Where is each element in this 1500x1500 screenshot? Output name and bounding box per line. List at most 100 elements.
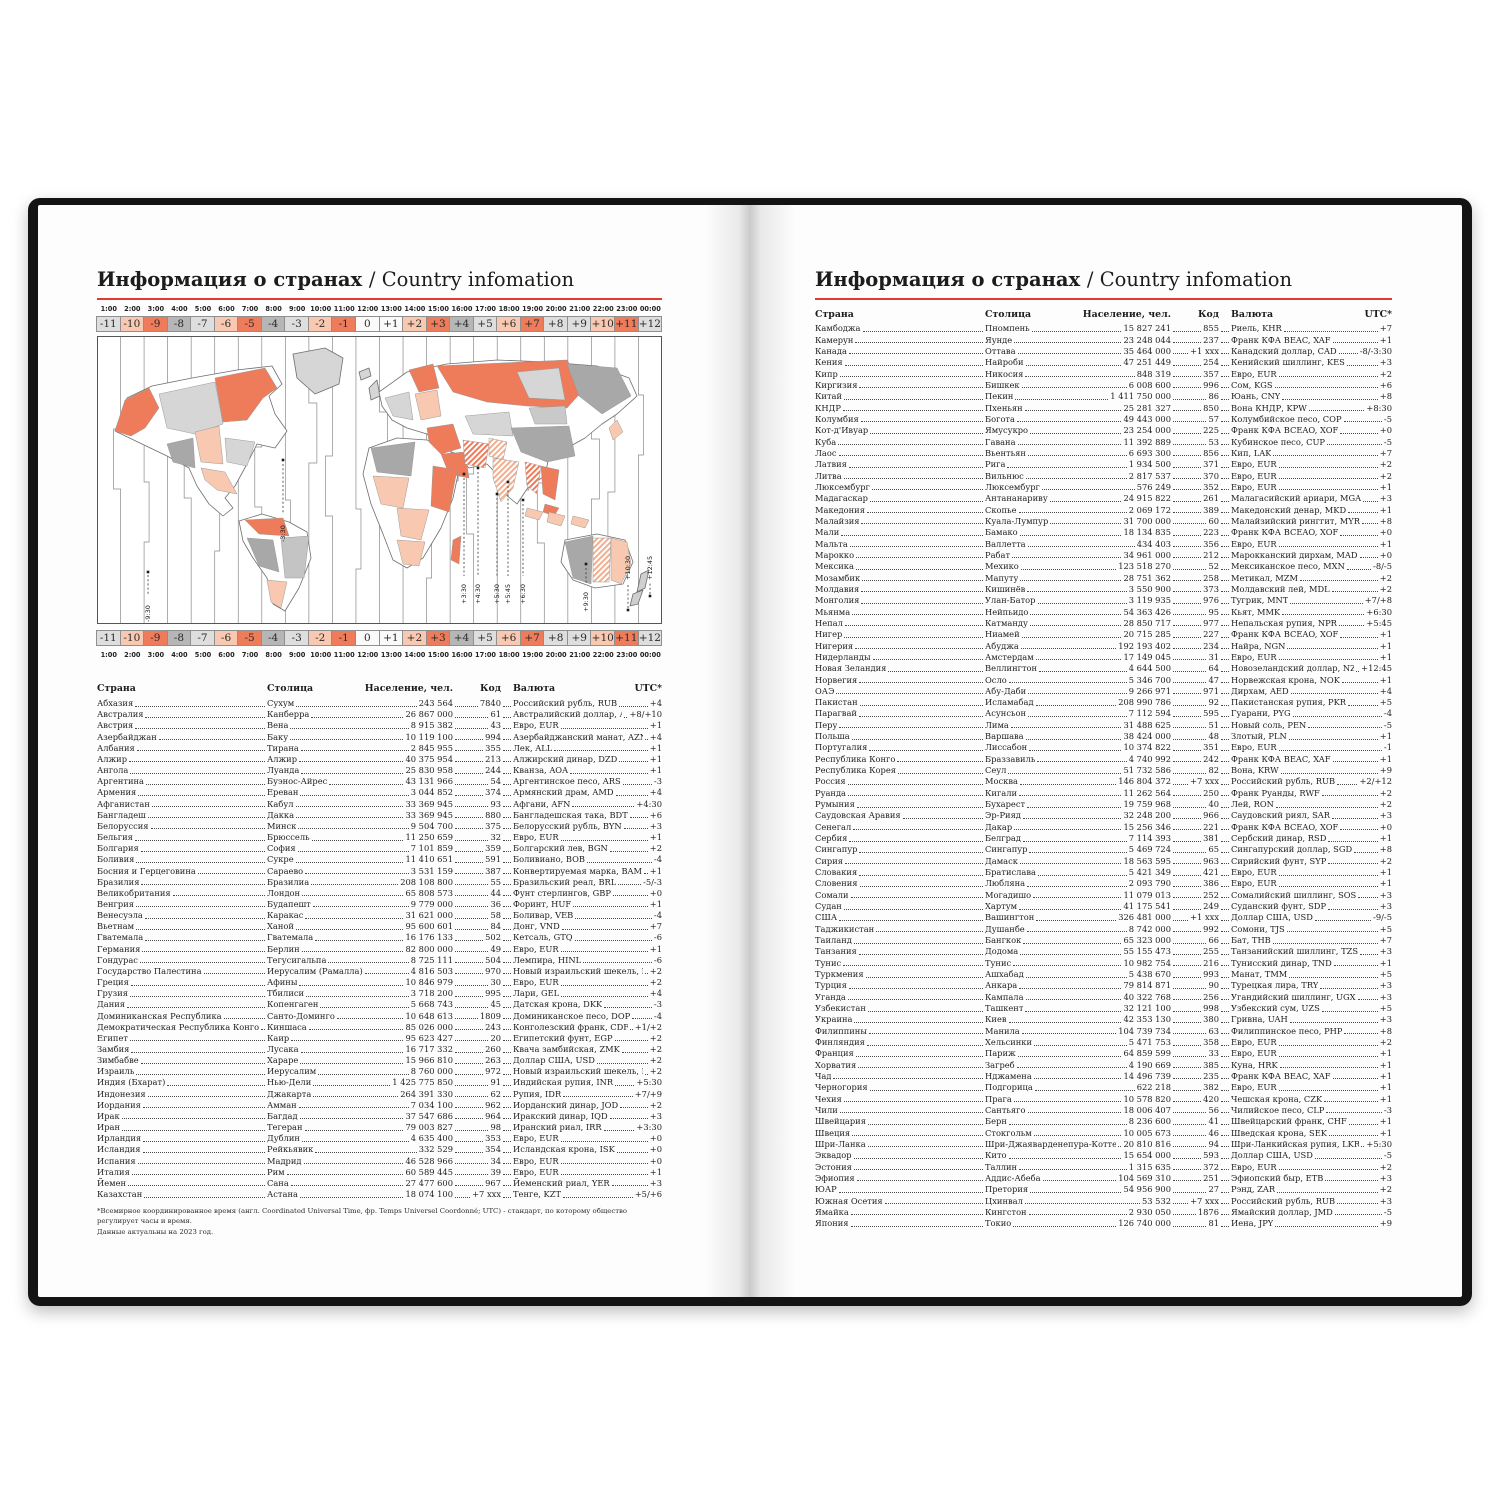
- timezone-cell: +11: [614, 630, 639, 646]
- time-label: 9:00: [288, 305, 306, 313]
- population-value: 2 845 955: [410, 742, 453, 753]
- country-name: Болгария: [97, 843, 139, 854]
- capital-name: Лондон: [267, 887, 301, 898]
- dot-leader: [1173, 749, 1202, 751]
- capital-name: Тегеран: [267, 1122, 303, 1133]
- dot-leader: [1173, 1135, 1207, 1137]
- dot-leader: [1173, 580, 1202, 582]
- currency-name: Евро, EUR: [1231, 470, 1277, 481]
- header-capital: Столица: [267, 683, 314, 694]
- dot-leader: [297, 850, 409, 852]
- phone-code: 52: [1208, 561, 1219, 572]
- population-value: 18 563 595: [1123, 855, 1171, 866]
- dot-leader: [1329, 1135, 1378, 1137]
- dot-leader: [1017, 444, 1122, 446]
- country-rows-left: Абхазия Сухум 243 564 7840 Российский руб…: [97, 697, 662, 1199]
- timezone-cell: +10: [590, 316, 616, 332]
- population-value: 326 481 000: [1118, 912, 1171, 923]
- population-value: 7 112 594: [1128, 708, 1171, 719]
- country-name: Государство Палестина: [97, 965, 202, 976]
- table-row: Черногория Подгорица 622 218 382 Евро, EU…: [815, 1081, 1392, 1092]
- dot-leader: [1278, 749, 1382, 751]
- phone-code: 47: [1208, 674, 1219, 685]
- dot-leader: [503, 1006, 511, 1008]
- population-value: 51 732 586: [1123, 765, 1171, 776]
- dot-leader: [1221, 704, 1229, 706]
- time-label: 21:00: [569, 305, 591, 313]
- currency-name: Фунт стерлингов, GBP: [513, 887, 611, 898]
- dot-leader: [135, 906, 265, 908]
- dot-leader: [455, 1107, 484, 1109]
- currency-name: Российский рубль, RUB: [1231, 1195, 1336, 1206]
- dot-leader: [841, 534, 983, 536]
- dot-leader: [130, 772, 265, 774]
- phone-code: 55: [490, 876, 501, 887]
- dot-leader: [295, 861, 404, 863]
- currency-name: Доллар США, USD: [513, 1055, 595, 1066]
- table-row: Марокко Рабат 34 961 000 212 Марокканский…: [815, 549, 1392, 560]
- dot-leader: [1283, 330, 1378, 332]
- dot-leader: [1221, 987, 1229, 989]
- dot-leader: [1173, 546, 1202, 548]
- dot-leader: [1173, 591, 1202, 593]
- country-name: Чили: [815, 1104, 838, 1115]
- utc-offset: +6: [1379, 379, 1392, 390]
- time-label: 12:00: [357, 305, 379, 313]
- country-name: Нигер: [815, 629, 843, 640]
- dot-leader: [1173, 342, 1202, 344]
- timezone-cell: -5: [237, 630, 262, 646]
- dot-leader: [1025, 364, 1122, 366]
- dot-leader: [503, 1196, 511, 1198]
- currency-name: Боливиано, BOB: [513, 854, 585, 865]
- dot-leader: [503, 1062, 511, 1064]
- dot-leader: [1173, 636, 1202, 638]
- currency-name: Чилийское песо, CLP: [1231, 1104, 1325, 1115]
- dot-leader: [503, 1174, 511, 1176]
- dot-leader: [1037, 602, 1127, 604]
- dot-leader: [1278, 885, 1378, 887]
- time-label: 1:00: [100, 305, 117, 313]
- timezone-cell: 0: [355, 630, 380, 646]
- phone-code: 53: [1208, 436, 1219, 447]
- dot-leader: [135, 705, 265, 707]
- dot-leader: [147, 1096, 265, 1098]
- currency-name: Российский рубль, RUB: [1231, 776, 1336, 787]
- dot-leader: [455, 1062, 484, 1064]
- dot-leader: [1221, 523, 1229, 525]
- capital-name: Кампала: [985, 991, 1024, 1002]
- dot-leader: [503, 794, 511, 796]
- currency-name: Чешская крона, CZK: [1231, 1093, 1323, 1104]
- utc-offset: +0: [649, 1144, 662, 1155]
- country-name: Мальта: [815, 538, 848, 549]
- timezone-cell: -6: [213, 630, 239, 646]
- capital-name: Гавана: [985, 436, 1016, 447]
- phone-code: 880: [485, 809, 501, 820]
- capital-name: Тирана: [267, 742, 299, 753]
- capital-name: Минск: [267, 820, 297, 831]
- utc-offset: +12:45: [1361, 663, 1392, 674]
- header-code: Код: [479, 683, 501, 694]
- table-row: Вьетнам Ханой 95 600 601 84 Донг, VND +7: [97, 920, 662, 931]
- dot-leader: [629, 1029, 633, 1031]
- dot-leader: [1221, 1055, 1229, 1057]
- dot-leader: [1029, 749, 1122, 751]
- currency-name: Риель, KHR: [1231, 323, 1282, 334]
- country-name: Канада: [815, 345, 847, 356]
- dot-leader: [455, 895, 489, 897]
- population-value: 32 248 200: [1123, 810, 1171, 821]
- capital-name: Хельсинки: [985, 1037, 1033, 1047]
- dot-leader: [503, 973, 511, 975]
- dot-leader: [455, 1006, 489, 1008]
- capital-name: Богота: [985, 413, 1015, 424]
- dot-leader: [1221, 761, 1229, 763]
- dot-leader: [1221, 874, 1229, 876]
- dot-leader: [299, 761, 404, 763]
- currency-name: Франк КФА BEAC, XAF: [1231, 1070, 1331, 1081]
- phone-code: 371: [1203, 459, 1219, 470]
- table-row: Абхазия Сухум 243 564 7840 Российский руб…: [97, 697, 662, 708]
- timezone-offset-label: -3: [291, 318, 302, 330]
- footnote-line2: Данные актуальны на 2023 год.: [97, 1227, 214, 1236]
- capital-name: Тбилиси: [267, 988, 305, 999]
- currency-name: Евро, EUR: [1231, 1037, 1277, 1047]
- dot-leader: [1173, 761, 1202, 763]
